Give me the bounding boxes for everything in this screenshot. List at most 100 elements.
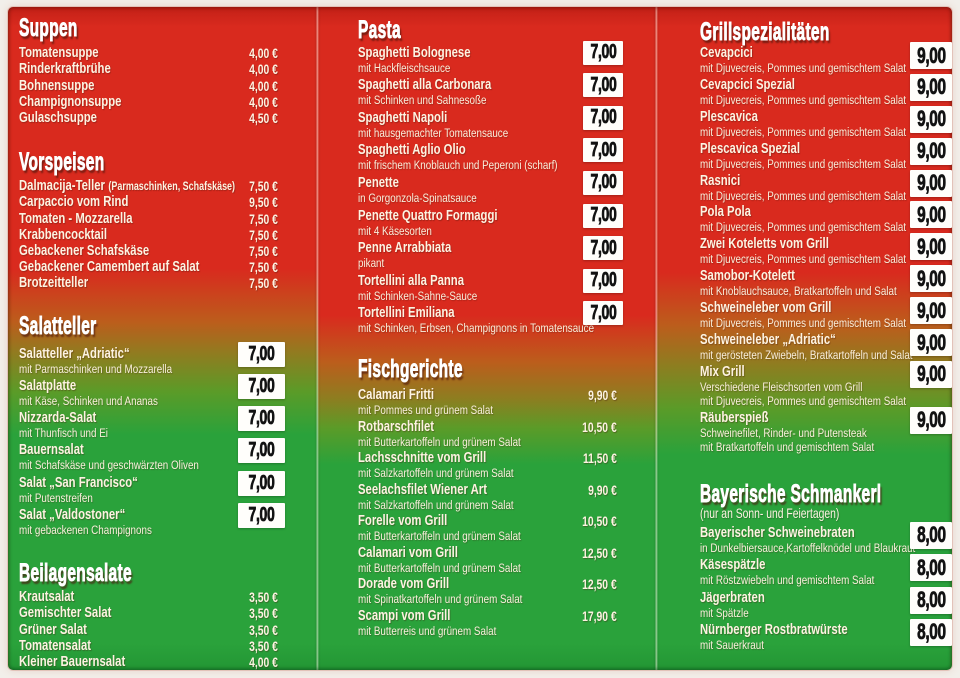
section-title-text: Vorspeisen [19, 147, 105, 176]
item-description: mit Djuvecreis, Pommes und gemischtem Sa… [700, 93, 952, 107]
item-description-text: mit Knoblauchsauce, Bratkartoffeln und S… [700, 284, 897, 299]
menu-item: Scampi vom Grill mit Butterreis und grüne… [358, 608, 657, 638]
price-box-value: 9,00 [916, 201, 946, 228]
price-box-value: 8,00 [916, 522, 946, 548]
section-title-text: Grillspezialitäten [700, 17, 830, 46]
item-description: mit Salzkartoffeln und grünem Salat [358, 466, 657, 480]
item-price-text: 7,50 € [249, 226, 278, 243]
menu-item-line: Gebackener Schafskäse [19, 243, 318, 259]
item-price: 9,50 € [239, 194, 278, 210]
item-description-text: mit Djuvecreis, Pommes und gemischtem Sa… [700, 220, 907, 235]
price-box-value: 7,00 [248, 407, 275, 430]
price-box-value: 7,00 [248, 374, 275, 397]
item-description: mit Schafskäse und geschwärzten Oliven [19, 458, 318, 472]
menu-item: Salat „San Francisco“ mit Putenstreifen 7,… [19, 470, 318, 505]
item-description-text: mit Putenstreifen [19, 490, 93, 505]
menu-item-line: Tortellini Emiliana [358, 305, 657, 321]
item-description: mit Spinatkartoffeln und grünem Salat [358, 592, 657, 606]
item-price: 17,90 € [570, 608, 617, 624]
item-name: Kleiner Bauernsalat [19, 654, 126, 670]
item-name-wrap: Plescavica Spezial [700, 141, 800, 157]
price-box-value: 9,00 [916, 106, 946, 132]
section-title: Beilagensalate [19, 558, 318, 587]
menu-item-line: Gemischter Salat [19, 605, 318, 621]
item-description: mit Schinken und Sahnesoße [358, 93, 657, 107]
item-description-text: mit Butterkartoffeln und grünem Salat [358, 434, 521, 449]
item-name: Penette [358, 174, 399, 191]
menu-item: Carpaccio vom Rind 9,50 € [19, 194, 318, 210]
item-description-text: pikant [358, 256, 385, 271]
price-box: 7,00 [238, 406, 285, 432]
item-name-wrap: Zwei Koteletts vom Grill [700, 236, 829, 252]
item-name: Tortellini alla Panna [358, 272, 465, 289]
item-price: 4,00 € [239, 45, 278, 61]
item-price-text: 9,90 € [588, 481, 617, 498]
section-title-text: Beilagensalate [19, 558, 132, 587]
menu-item: Spaghetti Napoli mit hausgemachter Tomate… [358, 105, 657, 140]
menu-item: Plescavica mit Djuvecreis, Pommes und gem… [700, 105, 952, 139]
item-description: mit Schinken-Sahne-Sauce [358, 289, 657, 303]
item-name: Tortellini Emiliana [358, 305, 455, 322]
menu-item: Gebackener Camembert auf Salat 7,50 € [19, 259, 318, 275]
menu-item: Tomatensalat 3,50 € [19, 638, 318, 654]
section-title: Vorspeisen [19, 147, 318, 176]
price-box-value: 7,00 [248, 503, 275, 527]
section-items: Spaghetti Bolognese mit Hackfleischsauce 7… [358, 40, 657, 335]
item-description-text: mit Schinken-Sahne-Sauce [358, 288, 478, 303]
menu-item: Nizzarda-Salat mit Thunfisch und Ei 7,00 [19, 406, 318, 440]
price-box-value: 9,00 [916, 329, 946, 355]
item-price: 12,50 € [570, 576, 617, 592]
item-name-wrap: Gebackener Camembert auf Salat [19, 259, 199, 275]
item-name-wrap: Tomaten - Mozzarella [19, 211, 133, 227]
item-price-text: 4,50 € [249, 110, 278, 127]
section-title-text: Fischgerichte [358, 354, 463, 383]
menu-column-left: Suppen Tomatensuppe 4,00 € Rinderkraftbrühe… [8, 7, 318, 670]
item-price-text: 12,50 € [582, 544, 617, 561]
item-name-wrap: Rinderkraftbrühe [19, 61, 111, 77]
menu-item: Tomatensuppe 4,00 € [19, 45, 318, 61]
item-description: mit Djuvecreis, Pommes und gemischtem Sa… [700, 220, 952, 234]
item-name: Plescavica Spezial [700, 140, 800, 157]
menu-item: Seelachsfilet Wiener Art mit Salzkartoffe… [358, 482, 657, 512]
item-price-text: 9,90 € [588, 387, 617, 404]
price-box: 9,00 [910, 233, 952, 261]
price-box: 9,00 [910, 105, 952, 133]
item-price: 9,90 € [578, 482, 617, 498]
menu-item: Forelle vom Grill mit Butterkartoffeln un… [358, 513, 657, 543]
price-box-value: 8,00 [916, 554, 946, 580]
section-title-text: Bayerische Schmankerl [700, 479, 882, 508]
item-price-text: 7,50 € [249, 210, 278, 227]
menu-item: Jägerbraten mit Spätzle 8,00 [700, 586, 952, 620]
menu-sheet: Suppen Tomatensuppe 4,00 € Rinderkraftbrühe… [8, 7, 952, 670]
price-box: 7,00 [583, 268, 623, 293]
menu-item: Grüner Salat 3,50 € [19, 622, 318, 638]
item-name-wrap: Schweineleber „Adriatic“ [700, 332, 836, 348]
menu-item: Lachsschnitte vom Grill mit Salzkartoffel… [358, 450, 657, 480]
price-box-value: 9,00 [916, 170, 946, 196]
item-name: Nizzarda-Salat [19, 410, 97, 427]
item-name: Bauernsalat [19, 442, 84, 459]
menu-item-line: Dorade vom Grill [358, 576, 657, 592]
menu-item-line: Spaghetti Bolognese [358, 45, 657, 61]
item-price: 3,50 € [239, 622, 278, 638]
item-name-wrap: Gebackener Schafskäse [19, 243, 149, 259]
price-box-value: 7,00 [590, 171, 617, 194]
item-price: 9,90 € [578, 387, 617, 403]
item-description: mit Schinken, Erbsen, Champignons in Tom… [358, 321, 657, 335]
menu-item: Schweineleber vom Grill mit Djuvecreis, P… [700, 297, 952, 330]
item-name-wrap: Rasnici [700, 173, 740, 189]
item-name: Tomaten - Mozzarella [19, 210, 133, 227]
menu-item-line: Cevapcici Spezial [700, 77, 952, 93]
item-description-text: mit Salzkartoffeln und grünem Salat [358, 497, 514, 512]
section-items: Bayerischer Schweinebraten in Dunkelbiers… [700, 521, 952, 652]
menu-section: Fischgerichte Calamari Fritti mit Pommes u… [358, 354, 657, 638]
menu-item-line: Rinderkraftbrühe [19, 61, 318, 77]
menu-column-middle-content: Pasta Spaghetti Bolognese mit Hackfleischs… [318, 7, 657, 670]
item-name: Schweineleber „Adriatic“ [700, 332, 836, 349]
item-price-text: 11,50 € [583, 450, 617, 467]
item-name-wrap: Cevapcici [700, 45, 753, 61]
price-box-value: 9,00 [916, 297, 946, 323]
price-box: 7,00 [583, 203, 623, 228]
item-name: Samobor-Kotelett [700, 268, 795, 285]
menu-item-line: Bauernsalat [19, 442, 318, 458]
